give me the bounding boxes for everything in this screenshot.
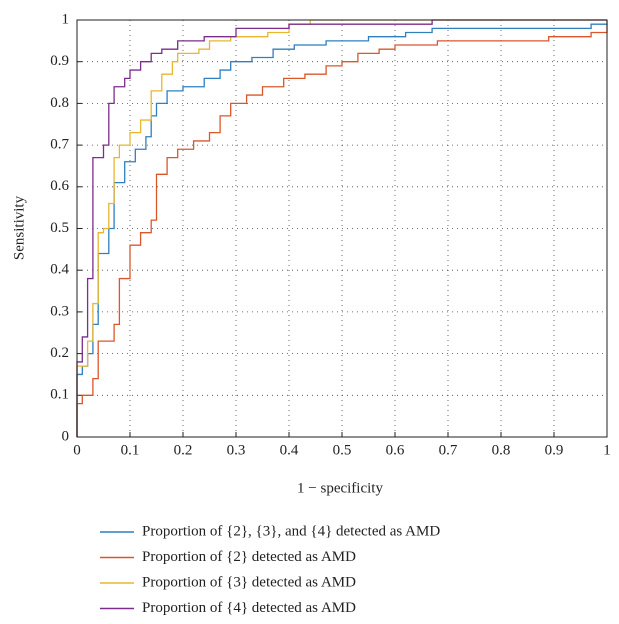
y-tick-label: 0 — [62, 428, 70, 444]
y-tick-label: 0.2 — [50, 345, 69, 361]
x-tick-label: 0.7 — [439, 442, 458, 458]
roc-line — [76, 19, 607, 437]
x-tick-label: 0.1 — [121, 442, 140, 458]
y-tick-label: 0.4 — [50, 262, 69, 278]
x-axis-label: 1 − specificity — [297, 480, 383, 496]
legend-label: Proportion of {2} detected as AMD — [142, 549, 356, 565]
y-tick-label: 1 — [62, 11, 70, 27]
x-tick-label: 0.5 — [333, 442, 352, 458]
x-tick-label: 0.9 — [545, 442, 564, 458]
y-tick-label: 0.7 — [50, 137, 69, 153]
y-tick-label: 0.1 — [50, 387, 69, 403]
roc-line — [76, 19, 607, 437]
y-tick-label: 0.8 — [50, 95, 69, 111]
y-tick-label: 0.6 — [50, 178, 69, 194]
x-tick-label: 0.3 — [227, 442, 246, 458]
x-tick-label: 0.2 — [174, 442, 193, 458]
x-tick-label: 1 — [603, 442, 611, 458]
legend-label: Proportion of {4} detected as AMD — [142, 600, 356, 616]
x-tick-label: 0.4 — [280, 442, 299, 458]
y-tick-label: 0.5 — [50, 220, 69, 236]
x-tick-label: 0.6 — [386, 442, 405, 458]
y-axis-label: Sensitivity — [11, 195, 27, 260]
legend-label: Proportion of {2}, {3}, and {4} detected… — [142, 523, 440, 539]
x-tick-label: 0.8 — [492, 442, 511, 458]
y-tick-label: 0.3 — [50, 303, 69, 319]
legend-label: Proportion of {3} detected as AMD — [142, 574, 356, 590]
roc-line — [76, 24, 608, 437]
x-tick-label: 0 — [73, 442, 81, 458]
plot-frame — [76, 19, 608, 438]
y-tick-label: 0.9 — [50, 53, 69, 69]
